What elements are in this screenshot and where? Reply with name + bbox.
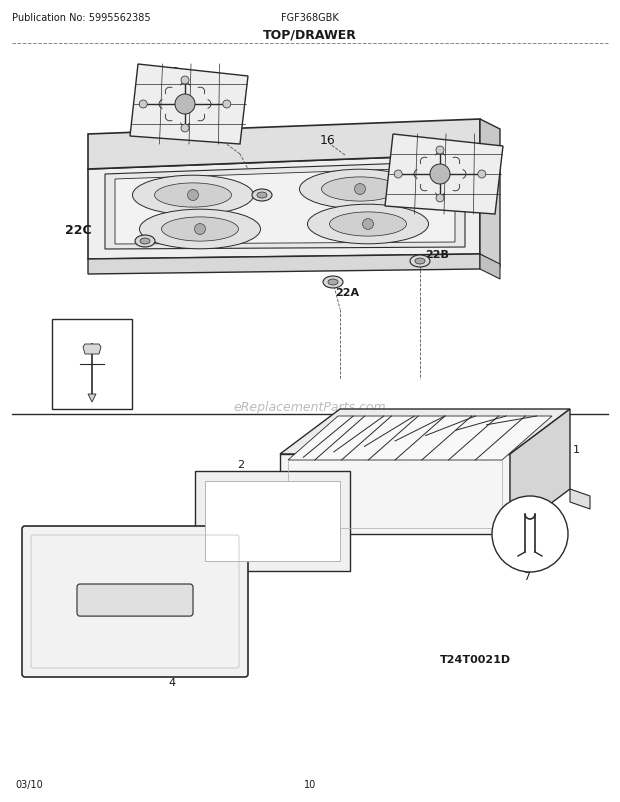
Polygon shape: [480, 155, 500, 268]
Text: 03/10: 03/10: [15, 779, 43, 789]
Polygon shape: [570, 489, 590, 509]
Circle shape: [195, 225, 205, 235]
Ellipse shape: [252, 190, 272, 202]
Text: 8B: 8B: [60, 326, 74, 337]
Text: 22C: 22C: [65, 223, 92, 237]
Ellipse shape: [328, 280, 338, 286]
Text: 4: 4: [168, 677, 175, 687]
Ellipse shape: [329, 213, 407, 237]
Text: 20: 20: [413, 145, 430, 158]
Polygon shape: [195, 472, 350, 571]
Text: FGF368GBK: FGF368GBK: [281, 13, 339, 23]
FancyBboxPatch shape: [22, 526, 248, 677]
Circle shape: [355, 184, 366, 195]
Polygon shape: [510, 410, 570, 534]
Circle shape: [478, 171, 486, 179]
Polygon shape: [280, 455, 510, 534]
Circle shape: [140, 101, 147, 109]
Ellipse shape: [140, 239, 150, 245]
Text: Publication No: 5995562385: Publication No: 5995562385: [12, 13, 151, 23]
Polygon shape: [130, 65, 248, 145]
Circle shape: [181, 125, 189, 133]
Polygon shape: [280, 410, 570, 455]
Text: 22A: 22A: [335, 288, 359, 298]
Polygon shape: [105, 162, 465, 249]
Ellipse shape: [322, 178, 399, 202]
Circle shape: [363, 219, 373, 230]
Circle shape: [181, 77, 189, 85]
Ellipse shape: [415, 259, 425, 265]
Polygon shape: [480, 119, 500, 164]
Polygon shape: [115, 168, 455, 245]
Text: 22B: 22B: [425, 249, 449, 260]
Polygon shape: [480, 255, 500, 280]
Circle shape: [175, 95, 195, 115]
Polygon shape: [88, 119, 480, 170]
Ellipse shape: [410, 256, 430, 268]
Circle shape: [187, 190, 198, 201]
Polygon shape: [288, 416, 552, 460]
Ellipse shape: [308, 205, 428, 245]
Text: 20: 20: [162, 67, 180, 79]
Text: 2: 2: [237, 460, 244, 469]
Polygon shape: [88, 155, 480, 260]
Circle shape: [492, 496, 568, 573]
Text: 16: 16: [320, 133, 336, 146]
Circle shape: [436, 195, 444, 203]
Ellipse shape: [299, 170, 420, 209]
Polygon shape: [88, 395, 96, 403]
Circle shape: [223, 101, 231, 109]
Text: eReplacementParts.com: eReplacementParts.com: [234, 401, 386, 414]
Ellipse shape: [140, 210, 260, 249]
Text: T24T0021D: T24T0021D: [440, 654, 511, 664]
Polygon shape: [88, 255, 480, 274]
Text: 22C: 22C: [270, 168, 296, 181]
Circle shape: [430, 164, 450, 184]
Ellipse shape: [154, 184, 231, 208]
Ellipse shape: [161, 217, 239, 241]
Ellipse shape: [135, 236, 155, 248]
Polygon shape: [83, 345, 101, 354]
Ellipse shape: [133, 176, 254, 216]
Text: 7: 7: [523, 571, 530, 581]
Polygon shape: [205, 481, 340, 561]
Circle shape: [436, 147, 444, 155]
Polygon shape: [385, 135, 503, 215]
Text: 1: 1: [573, 444, 580, 455]
FancyBboxPatch shape: [77, 585, 193, 616]
Ellipse shape: [257, 192, 267, 199]
FancyBboxPatch shape: [52, 320, 132, 410]
Text: TOP/DRAWER: TOP/DRAWER: [263, 28, 357, 42]
Text: 10: 10: [304, 779, 316, 789]
Ellipse shape: [323, 277, 343, 289]
Circle shape: [394, 171, 402, 179]
